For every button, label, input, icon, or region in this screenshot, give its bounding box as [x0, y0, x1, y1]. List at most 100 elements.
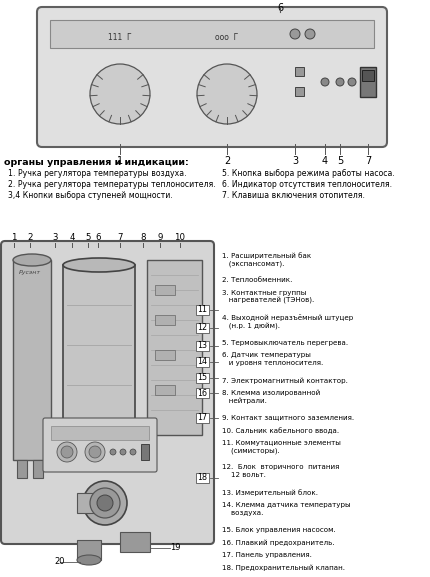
Ellipse shape [77, 555, 101, 565]
Bar [77, 493, 97, 513]
Circle shape [197, 64, 257, 124]
Text: ооо  Г: ооо Г [215, 33, 239, 43]
Text: 14. Клемма датчика температуры
    воздуха.: 14. Клемма датчика температуры воздуха. [222, 502, 350, 516]
Circle shape [90, 488, 120, 518]
Ellipse shape [63, 258, 135, 272]
Circle shape [336, 78, 344, 86]
Text: 16: 16 [197, 388, 208, 398]
Bar [77, 540, 101, 560]
Text: 18: 18 [197, 474, 208, 482]
Text: 3: 3 [292, 156, 298, 166]
Text: 15. Блок управления насосом.: 15. Блок управления насосом. [222, 527, 336, 533]
Bar [17, 460, 27, 478]
Text: 1. Расширительный бак
   (экспансомат).: 1. Расширительный бак (экспансомат). [222, 252, 311, 267]
Text: 5: 5 [337, 156, 343, 166]
Text: 5: 5 [85, 233, 91, 242]
Text: 17. Панель управления.: 17. Панель управления. [222, 552, 312, 558]
Bar [33, 460, 43, 478]
Text: 7. Клавиша включения отопителя.: 7. Клавиша включения отопителя. [222, 191, 365, 200]
Text: 1: 1 [117, 156, 123, 166]
Circle shape [57, 442, 77, 462]
Text: 10. Сальник кабельного ввода.: 10. Сальник кабельного ввода. [222, 427, 339, 434]
Text: 13. Измерительный блок.: 13. Измерительный блок. [222, 489, 318, 496]
Bar [360, 67, 376, 97]
Text: 16. Плавкий предохранитель.: 16. Плавкий предохранитель. [222, 539, 335, 546]
Bar [51, 426, 149, 440]
Circle shape [218, 85, 236, 103]
Text: 5. Кнопка выбора режима работы насоса.: 5. Кнопка выбора режима работы насоса. [222, 169, 395, 178]
Text: 2. Теплообменник.: 2. Теплообменник. [222, 277, 292, 283]
Bar [196, 305, 209, 315]
Text: 6. Датчик температуры
   и уровня теплоносителя.: 6. Датчик температуры и уровня теплоноси… [222, 352, 323, 366]
Text: 7: 7 [117, 233, 123, 242]
Bar [196, 357, 209, 367]
Bar [147, 260, 202, 435]
Circle shape [83, 481, 127, 525]
Text: 8. Клемма изолированной
   нейтрали.: 8. Клемма изолированной нейтрали. [222, 389, 320, 404]
Text: 5. Термовыключатель перегрева.: 5. Термовыключатель перегрева. [222, 339, 348, 346]
Text: 12.  Блок  вторичного  питания
    12 вольт.: 12. Блок вторичного питания 12 вольт. [222, 464, 339, 478]
Circle shape [85, 442, 105, 462]
Text: 9: 9 [157, 233, 163, 242]
Bar [155, 285, 175, 295]
Text: 2: 2 [224, 156, 230, 166]
Circle shape [97, 495, 113, 511]
Circle shape [61, 446, 73, 458]
Bar [155, 350, 175, 360]
Text: 10: 10 [175, 233, 185, 242]
Text: 14: 14 [197, 358, 208, 366]
Ellipse shape [63, 438, 135, 452]
Circle shape [290, 29, 300, 39]
Circle shape [305, 29, 315, 39]
Bar [120, 532, 150, 552]
Text: 3. Контактные группы
   нагревателей (ТЭНов).: 3. Контактные группы нагревателей (ТЭНов… [222, 290, 314, 305]
Text: 15: 15 [197, 373, 208, 383]
Ellipse shape [13, 254, 51, 266]
Text: 7. Электромагнитный контактор.: 7. Электромагнитный контактор. [222, 377, 348, 384]
Circle shape [89, 446, 101, 458]
Text: 111  Г: 111 Г [108, 33, 132, 43]
Circle shape [207, 74, 247, 114]
Circle shape [90, 64, 150, 124]
Text: 3: 3 [52, 233, 58, 242]
Circle shape [110, 449, 116, 455]
Text: 1: 1 [11, 233, 17, 242]
Text: 2: 2 [27, 233, 33, 242]
Text: Русэнт: Русэнт [19, 270, 41, 275]
Text: органы управления и индикации:: органы управления и индикации: [4, 158, 189, 167]
Text: 19: 19 [170, 544, 180, 553]
Text: 4: 4 [322, 156, 328, 166]
Text: 6: 6 [277, 3, 283, 13]
FancyBboxPatch shape [43, 418, 157, 472]
Bar [196, 473, 209, 483]
Text: 13: 13 [197, 342, 208, 350]
Text: 4. Выходной неразъёмный штуцер
   (н.р. 1 дюйм).: 4. Выходной неразъёмный штуцер (н.р. 1 д… [222, 314, 353, 330]
Circle shape [100, 74, 140, 114]
Text: 9. Контакт защитного заземления.: 9. Контакт защитного заземления. [222, 414, 354, 421]
Bar [362, 70, 374, 81]
Bar [196, 323, 209, 333]
Circle shape [130, 449, 136, 455]
Text: 17: 17 [197, 414, 208, 422]
Bar [155, 385, 175, 395]
Bar [141, 444, 149, 460]
Text: 7: 7 [365, 156, 371, 166]
Circle shape [120, 449, 126, 455]
Bar [295, 87, 304, 96]
Text: 18. Предохранительный клапан.: 18. Предохранительный клапан. [222, 564, 345, 571]
Bar [295, 67, 304, 76]
Circle shape [348, 78, 356, 86]
Circle shape [111, 85, 129, 103]
Bar [196, 341, 209, 351]
Text: 11. Коммутационные элементы
    (симисторы).: 11. Коммутационные элементы (симисторы). [222, 440, 341, 454]
FancyBboxPatch shape [1, 241, 214, 544]
Text: 3,4 Кнопки выбора ступеней мощности.: 3,4 Кнопки выбора ступеней мощности. [8, 191, 173, 200]
Bar [63, 265, 135, 445]
Bar [155, 315, 175, 325]
Bar [50, 20, 374, 48]
Text: 4: 4 [69, 233, 75, 242]
Text: 12: 12 [197, 324, 208, 332]
Text: 8: 8 [140, 233, 146, 242]
Circle shape [321, 78, 329, 86]
Bar [13, 260, 51, 460]
